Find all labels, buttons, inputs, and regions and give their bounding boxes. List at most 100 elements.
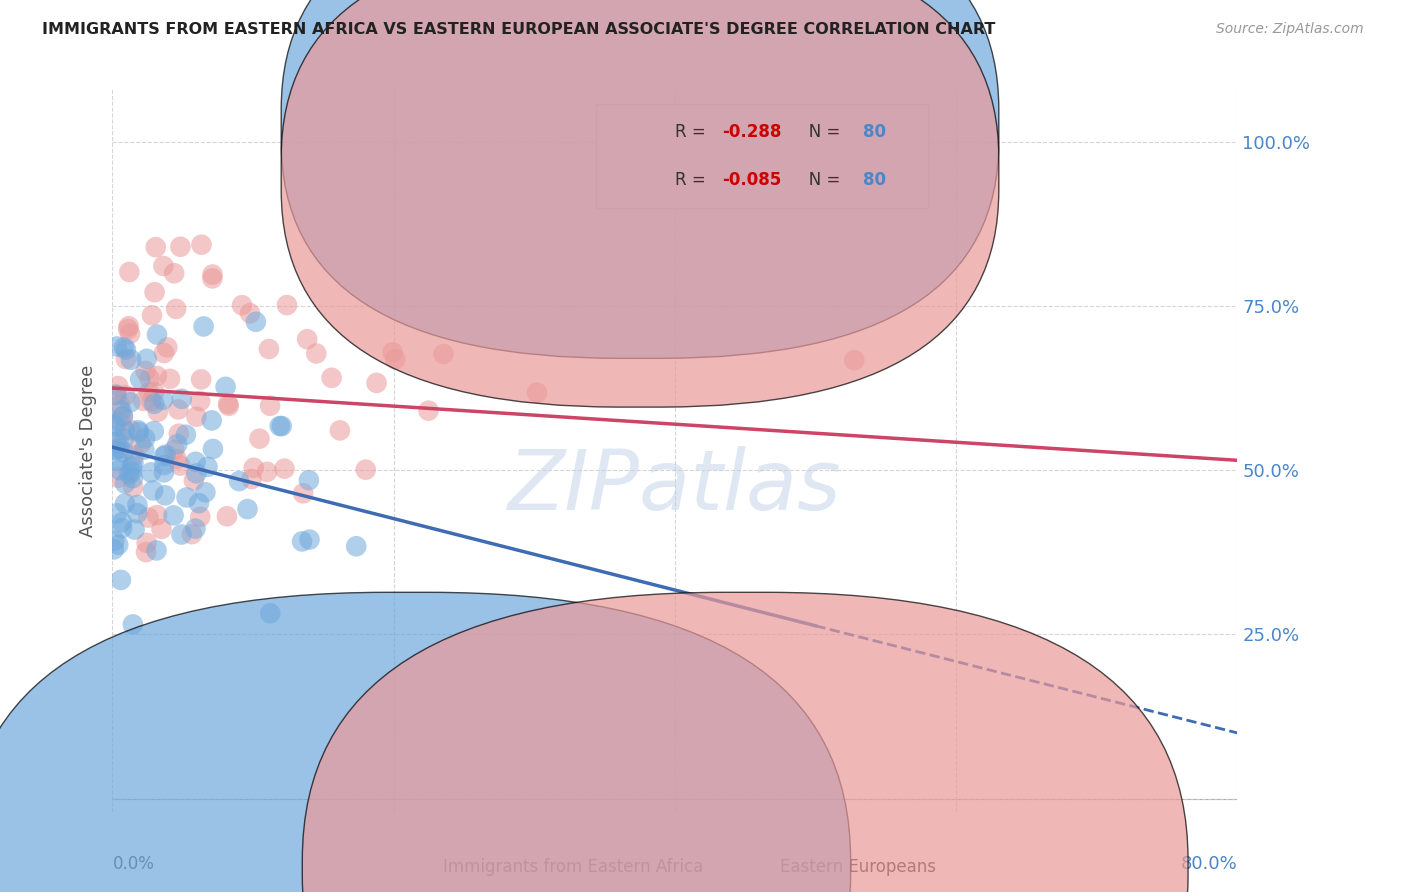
Point [135,351,157,366]
Point [844,353,866,368]
Point [526,385,548,400]
Point [110,573,132,587]
Point [135,364,157,378]
Point [103,542,125,557]
Point [142,424,165,438]
Point [104,443,127,458]
Point [169,240,191,254]
Point [120,352,142,367]
Point [120,395,142,409]
Point [146,508,169,522]
Point [134,431,156,445]
Point [111,409,134,424]
Point [114,424,136,438]
Point [329,424,352,438]
Point [138,371,160,385]
Point [231,298,253,312]
Point [256,465,278,479]
Point [121,465,143,479]
Text: 0.0%: 0.0% [112,855,155,873]
Point [193,319,215,334]
Point [110,414,132,428]
Point [141,394,163,409]
Point [214,380,236,394]
Text: R =: R = [675,122,711,141]
Point [298,473,321,487]
Point [146,327,169,342]
Point [114,388,136,402]
Point [169,458,191,473]
Point [190,237,212,252]
Point [121,459,143,474]
Point [103,417,125,431]
Point [120,326,142,341]
Point [242,460,264,475]
Point [111,521,134,535]
Point [111,409,134,424]
Point [153,466,176,480]
Point [184,455,207,469]
Point [145,240,167,254]
Point [112,445,135,459]
Point [118,467,141,481]
Point [236,502,259,516]
Point [321,371,343,385]
Point [114,496,136,510]
Point [105,388,128,402]
Point [105,434,128,449]
Point [217,397,239,411]
Point [134,442,156,457]
Point [153,458,176,472]
Point [142,483,165,498]
Point [138,510,160,524]
Point [117,322,139,336]
FancyBboxPatch shape [281,0,998,359]
Point [184,522,207,536]
Point [122,448,145,462]
Point [122,617,145,632]
Point [132,393,155,408]
Point [298,533,321,547]
Point [163,442,186,457]
Text: Source: ZipAtlas.com: Source: ZipAtlas.com [1216,22,1364,37]
Point [107,538,129,552]
Point [156,340,179,354]
Point [129,372,152,386]
Point [166,437,188,451]
Point [105,506,128,520]
Point [162,508,184,523]
Point [170,527,193,541]
Point [108,436,131,450]
Point [118,319,141,334]
Point [122,471,145,485]
Point [384,352,406,367]
Point [291,534,314,549]
Point [122,456,145,470]
Point [197,459,219,474]
Point [115,352,138,367]
Point [276,298,298,312]
Point [153,346,176,360]
Point [201,413,224,427]
Point [110,404,132,418]
Point [259,607,281,621]
Point [138,385,160,400]
Point [124,523,146,537]
FancyBboxPatch shape [281,0,998,407]
Text: Immigrants from Eastern Africa: Immigrants from Eastern Africa [443,858,703,876]
Point [152,449,174,463]
Point [112,432,135,446]
Point [107,379,129,393]
Y-axis label: Associate's Degree: Associate's Degree [79,364,97,537]
Point [188,509,211,524]
Text: 80: 80 [863,122,886,141]
Point [105,339,128,353]
Point [166,452,188,467]
Point [218,399,240,413]
Point [245,315,267,329]
Point [270,419,292,434]
Point [122,480,145,494]
Point [295,332,318,346]
Point [201,268,224,282]
Point [118,265,141,279]
